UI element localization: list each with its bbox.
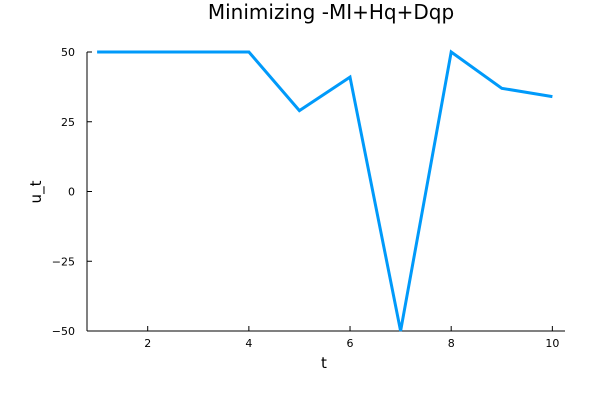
y-tick-label: 25 [61,116,75,129]
x-axis-label: t [321,354,327,372]
x-ticks: 2 4 6 8 10 [144,326,559,350]
x-tick-label: 8 [448,337,455,350]
x-tick-label: 2 [144,337,151,350]
series-group [97,49,553,332]
x-tick-label: 6 [347,337,354,350]
chart-title: Minimizing -MI+Hq+Dqp [208,0,454,24]
y-tick-label: −50 [52,325,75,338]
y-axis-label: u_t [27,180,46,203]
y-tick-label: −25 [52,255,75,268]
y-tick-label: 0 [68,186,75,199]
x-tick-label: 10 [545,337,559,350]
y-ticks: 50 25 0 −25 −50 [52,46,92,338]
x-tick-label: 4 [245,337,252,350]
y-tick-label: 50 [61,46,75,59]
series-line [97,49,553,332]
